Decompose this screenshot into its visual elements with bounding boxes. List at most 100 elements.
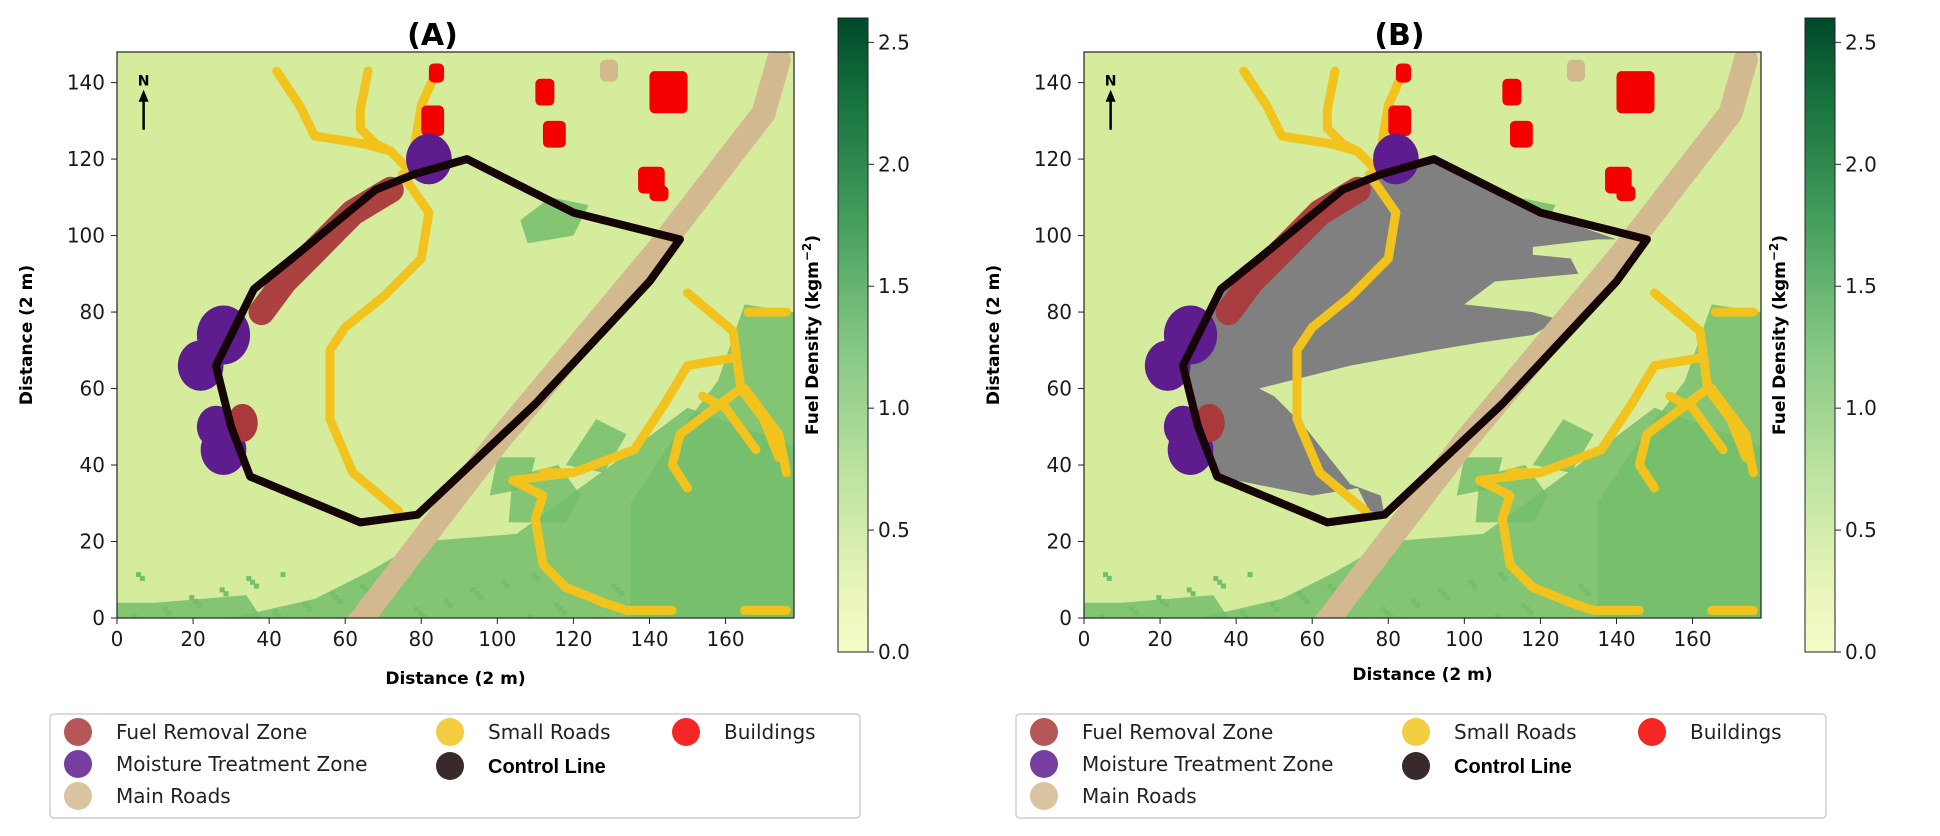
dense-fuel-patch — [117, 407, 794, 618]
small-road — [355, 66, 396, 156]
legend-marker-fuel-removal-zone — [64, 718, 92, 746]
fuel-speckle — [219, 587, 225, 593]
fuel-speckle — [1247, 572, 1253, 578]
fuel-speckle — [474, 591, 480, 597]
fuel-speckle — [611, 583, 617, 589]
fuel-speckle — [1726, 587, 1732, 593]
fuel-speckle — [1274, 606, 1280, 612]
fuel-speckle — [1270, 602, 1276, 608]
colorbar-tick-label: 1.5 — [878, 274, 910, 298]
x-tick-label: 40 — [1223, 627, 1248, 651]
y-tick-label: 80 — [1047, 300, 1072, 324]
fuel-speckle — [1380, 606, 1386, 612]
colorbar-tick-label: 2.5 — [878, 30, 910, 54]
legend-marker-moisture-treatment-zone — [1030, 750, 1058, 778]
fuel-speckle — [253, 583, 259, 589]
small-road — [698, 391, 761, 455]
main-road — [1314, 52, 1758, 618]
colorbar-tick-label: 0.0 — [1845, 640, 1877, 664]
y-tick-label: 60 — [80, 377, 105, 401]
fuel-removal-zone — [248, 176, 404, 326]
dense-fuel-patch — [1084, 595, 1229, 618]
fuel-speckle — [561, 610, 567, 616]
building — [535, 78, 555, 106]
fuel-speckle — [1327, 583, 1333, 589]
y-tick-label: 20 — [80, 530, 105, 554]
fuel-speckle — [1304, 598, 1310, 604]
fuel-speckle — [1521, 602, 1527, 608]
small-road — [1475, 353, 1705, 615]
fuel-speckle — [1296, 591, 1302, 597]
colorbar-label: Fuel Density (kgm−2) — [1767, 235, 1790, 435]
north-arrow-head — [1105, 89, 1116, 102]
panel-b: N 0 20 40 60 80 100 120 140 160 0 20 40 60 80 100 120 140… — [984, 17, 1877, 819]
legend-label: Buildings — [724, 720, 816, 744]
legend-marker-moisture-treatment-zone — [64, 750, 92, 778]
x-tick-label: 120 — [554, 627, 592, 651]
fuel-speckle — [136, 572, 142, 578]
fuel-speckle — [641, 575, 647, 581]
y-tick-label: 80 — [80, 300, 105, 324]
north-arrow-label: N — [138, 74, 150, 90]
fuel-speckle — [698, 602, 704, 608]
x-tick-label: 160 — [706, 627, 744, 651]
fuel-speckle — [1669, 606, 1675, 612]
control-line — [1178, 155, 1651, 527]
fuel-speckle — [1106, 575, 1112, 581]
fuel-speckle — [1186, 587, 1192, 593]
fuel-speckle — [162, 606, 168, 612]
fuel-speckle — [1578, 583, 1584, 589]
legend-marker-control-line — [1402, 752, 1430, 780]
fuel-speckle — [280, 572, 286, 578]
fuel-speckle — [695, 598, 701, 604]
moisture-treatment-zone — [1144, 340, 1191, 391]
y-axis-label: Distance (2 m) — [984, 265, 1004, 405]
fuel-speckle — [360, 583, 366, 589]
small-road — [1707, 384, 1758, 478]
small-road — [1292, 169, 1401, 516]
small-road — [1634, 384, 1713, 493]
small-road — [667, 384, 746, 493]
building — [649, 71, 688, 114]
small-road — [1322, 66, 1363, 156]
x-tick-label: 0 — [111, 627, 124, 651]
fuel-speckle — [1213, 575, 1219, 581]
north-arrow-head — [138, 89, 149, 102]
legend-marker-control-line — [436, 752, 464, 780]
x-tick-label: 100 — [1445, 627, 1483, 651]
legend-label: Moisture Treatment Zone — [116, 752, 367, 776]
fuel-speckle — [1445, 595, 1451, 601]
fuel-speckle — [501, 579, 507, 585]
colorbar-label: Fuel Density (kgm−2) — [800, 235, 823, 435]
plot-area — [117, 52, 794, 618]
fuel-speckle — [1586, 591, 1592, 597]
colorbar-tick-label: 1.5 — [1845, 274, 1877, 298]
dense-fuel-patch — [117, 595, 262, 618]
fuel-speckle — [246, 575, 252, 581]
legend-label: Fuel Removal Zone — [1082, 720, 1273, 744]
building — [542, 120, 566, 148]
x-tick-label: 100 — [478, 627, 516, 651]
legend-marker-buildings — [672, 718, 700, 746]
north-arrow-label: N — [1105, 74, 1117, 90]
dense-fuel-patch — [630, 304, 794, 618]
colorbar-tick-label: 0.0 — [878, 640, 910, 664]
fuel-speckle — [223, 591, 229, 597]
y-tick-label: 140 — [67, 71, 105, 95]
fuel-speckle — [619, 591, 625, 597]
legend-label: Main Roads — [116, 784, 231, 808]
small-road — [1239, 66, 1386, 179]
fuel-speckle — [276, 614, 282, 618]
fuel-speckle — [1160, 598, 1166, 604]
fuel-speckle — [421, 614, 427, 618]
x-tick-label: 140 — [630, 627, 668, 651]
fuel-speckle — [193, 598, 199, 604]
fuel-speckle — [333, 595, 339, 601]
fuel-speckle — [1437, 587, 1443, 593]
x-tick-label: 0 — [1078, 627, 1091, 651]
colorbar — [837, 17, 869, 653]
x-tick-label: 60 — [1299, 627, 1324, 651]
fuel-speckle — [1719, 579, 1725, 585]
fuel-speckle — [1665, 602, 1671, 608]
building — [1509, 120, 1533, 148]
